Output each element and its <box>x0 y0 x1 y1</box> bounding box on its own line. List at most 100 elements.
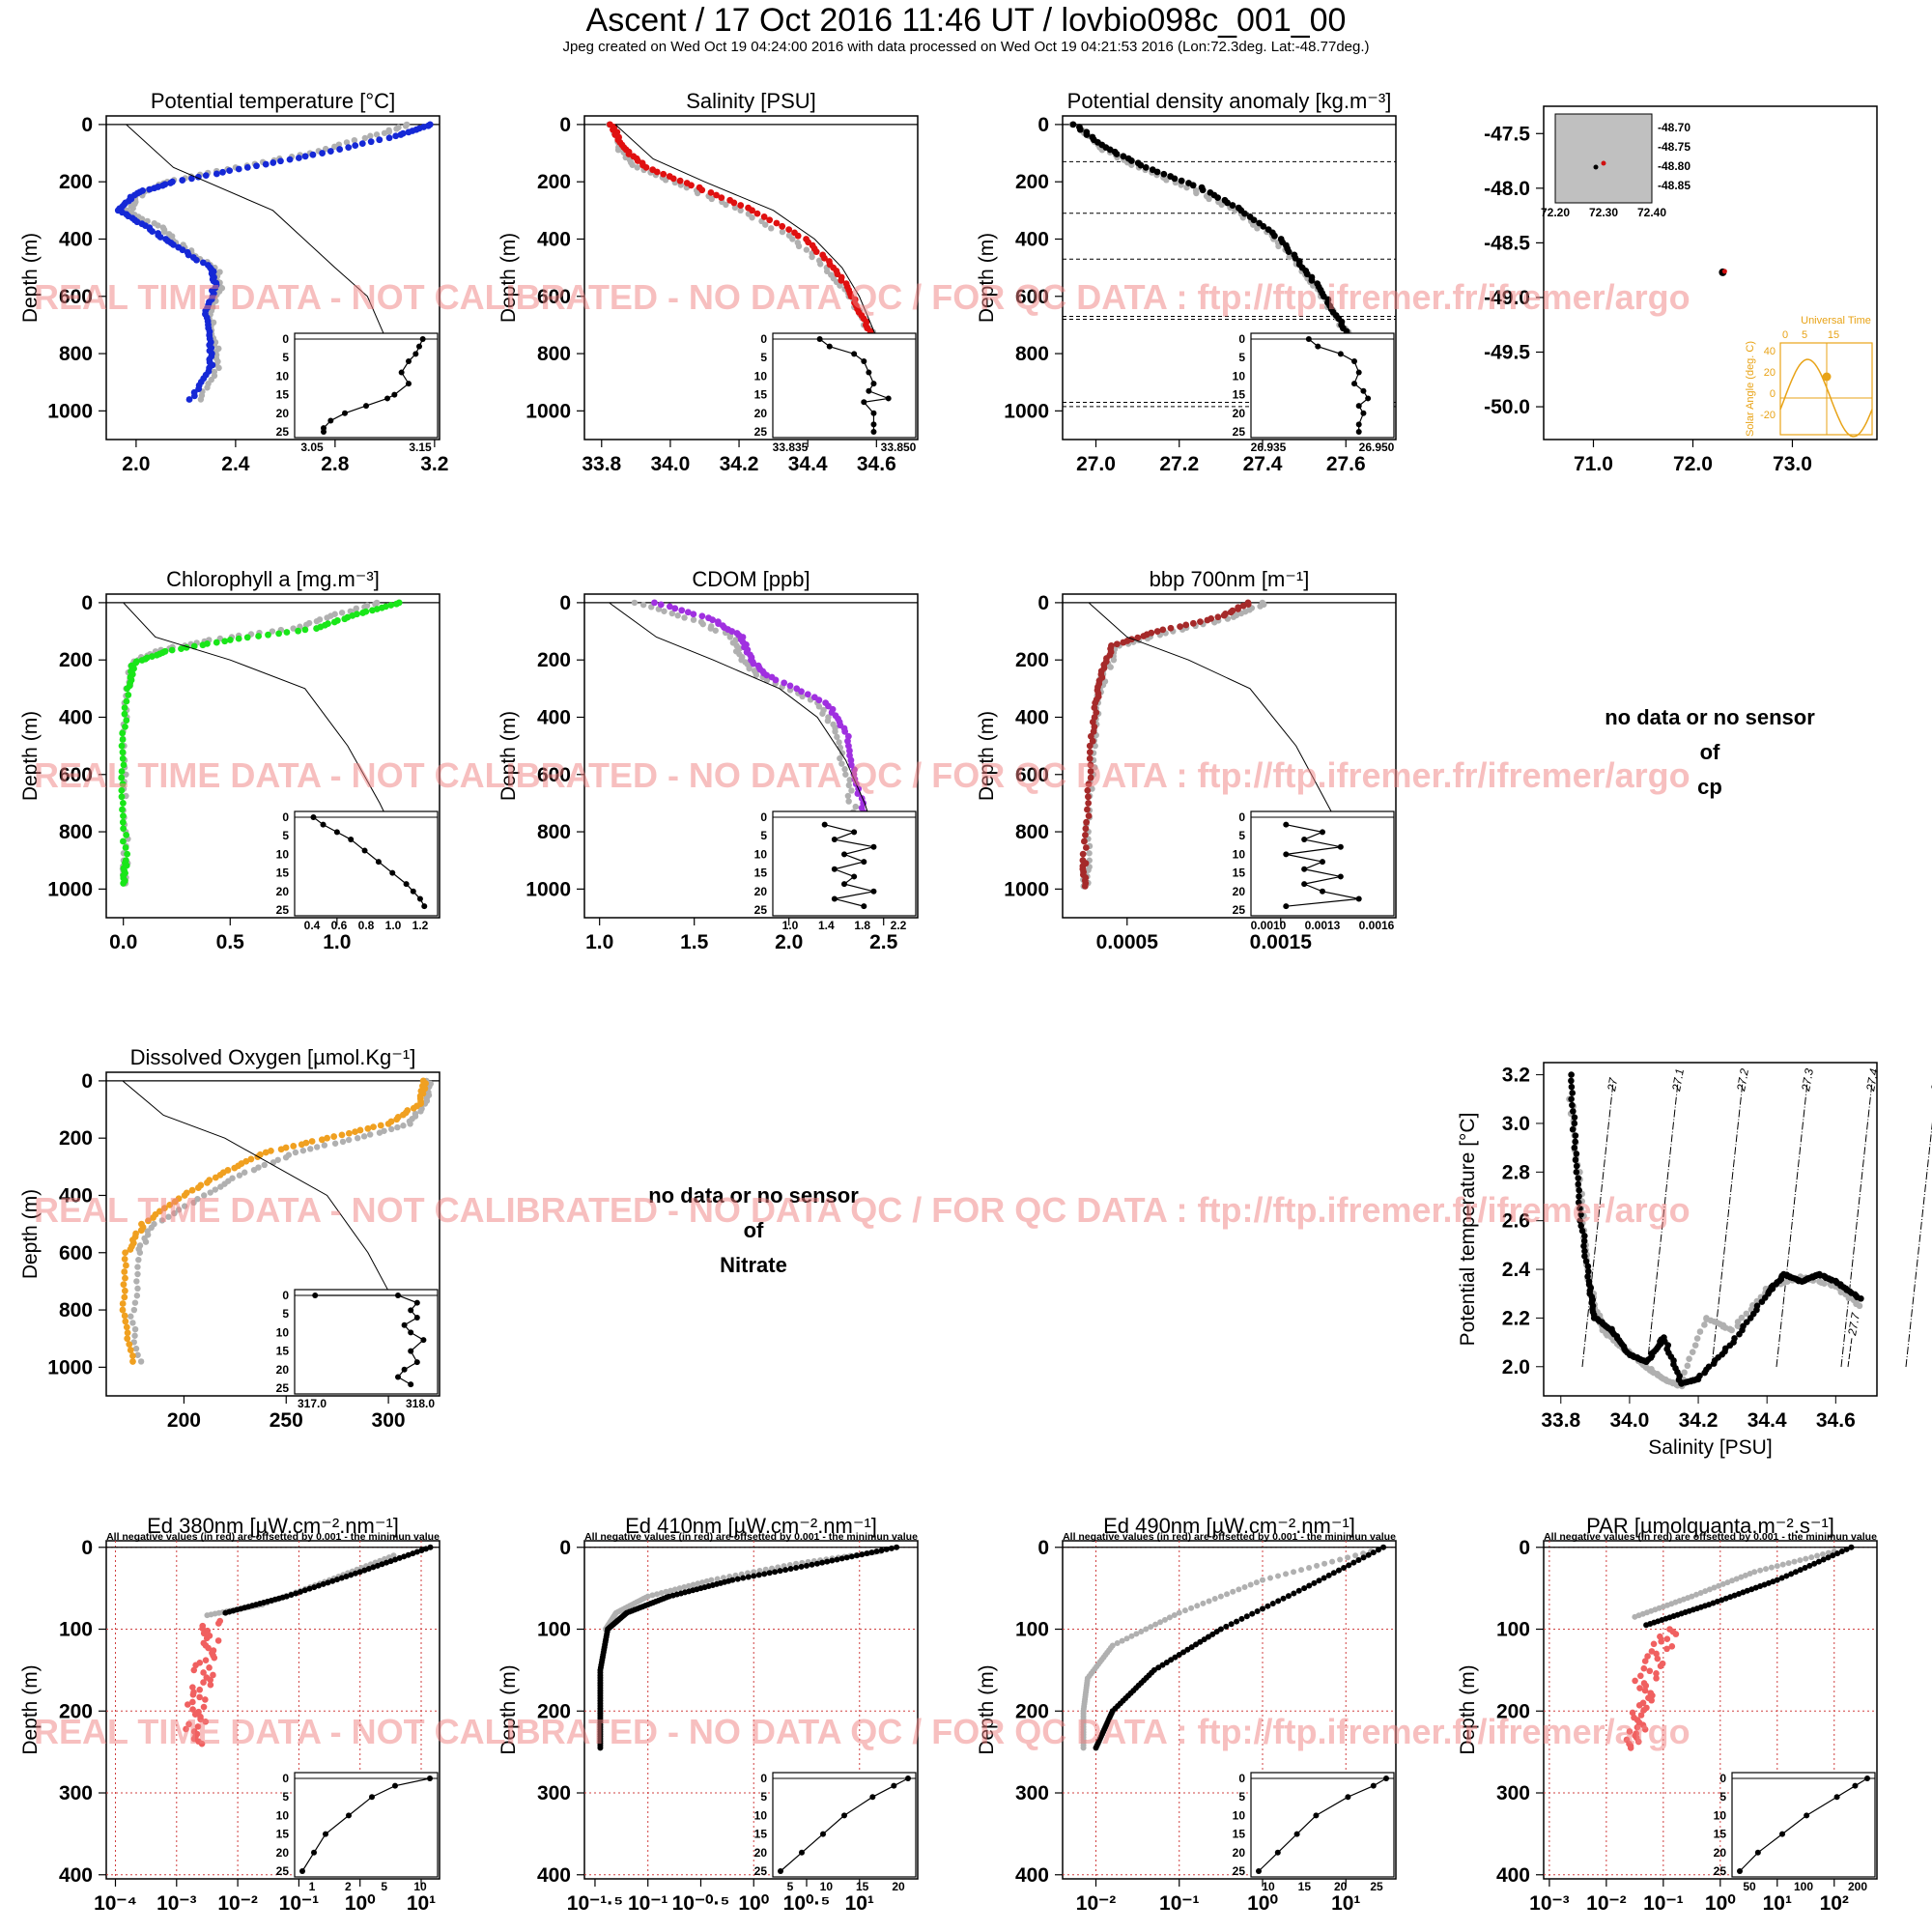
dens-plot-inset-ytick: 0 <box>1238 332 1245 346</box>
sun-inset-xtick: 15 <box>1828 329 1839 341</box>
cdom-plot-raw-point <box>841 766 848 773</box>
ed490-plot-data-point <box>1217 1626 1224 1633</box>
sal-plot-inset-ytick: 0 <box>760 332 767 346</box>
dens-plot-xtick-label: 27.0 <box>1076 453 1116 475</box>
dens-plot-inset-point <box>1351 381 1357 387</box>
cdom-plot-xtick-label: 2.0 <box>775 931 803 953</box>
map-zoom-ytick: -48.70 <box>1658 121 1690 134</box>
oxy-plot-raw-point <box>242 1169 248 1176</box>
ed410-plot-data-point <box>740 1575 747 1581</box>
oxy-plot-raw-point <box>136 1249 144 1256</box>
dens-plot-raw-point <box>1286 253 1293 261</box>
sal-plot-data-point <box>669 175 677 183</box>
dens-plot-data-point <box>1285 248 1293 256</box>
cdom-plot-raw-point <box>815 703 823 710</box>
cdom-plot-data-point <box>851 766 858 774</box>
temp-plot-inset-ytick: 15 <box>276 388 290 402</box>
chla-plot-data-point <box>235 635 242 642</box>
oxy-plot-inset-xtick: 317.0 <box>298 1397 327 1410</box>
ed380-plot-negative-point <box>197 1716 204 1723</box>
par-plot-ylabel: Depth (m) <box>1457 1664 1479 1754</box>
cdom-plot-raw-point <box>844 792 852 800</box>
oxy-plot-raw-point <box>142 1238 150 1245</box>
cdom-plot-raw-point <box>832 728 838 735</box>
ts-data-point <box>1573 1151 1580 1157</box>
ts-data-point <box>1568 1077 1575 1085</box>
chla-plot-data-point <box>119 754 127 762</box>
ed490-plot-raw-point <box>1345 1554 1351 1561</box>
ed410-plot-xtick-label: 10⁻¹ <box>628 1892 668 1915</box>
chla-plot-inset-point <box>421 903 428 910</box>
dens-plot-data-point <box>1241 210 1248 217</box>
temp-plot-inset-point <box>398 369 405 376</box>
ts-plot-frame <box>1543 1062 1878 1397</box>
oxy-plot-data-point <box>123 1262 129 1269</box>
ed380-plot-negative-point <box>198 1740 206 1747</box>
ed380-plot-data-point <box>427 1544 434 1550</box>
bbp-plot-data-point <box>1167 624 1175 632</box>
ed410-plot-inset-xtick: 5 <box>787 1880 794 1893</box>
ts-data-point <box>1580 1237 1588 1244</box>
par-plot-raw-point <box>1803 1555 1809 1562</box>
dens-plot-data-point <box>1142 163 1150 171</box>
ts-ytick-label: 2.0 <box>1502 1356 1530 1378</box>
ts-xtick-label: 33.8 <box>1541 1409 1580 1432</box>
ts-data-point <box>1576 1186 1582 1194</box>
chla-plot-xtick-label: 1.0 <box>323 931 351 953</box>
ed490-plot-inset-xtick: 10 <box>1262 1880 1275 1893</box>
par-plot-xtick-label: 10¹ <box>1763 1892 1792 1915</box>
temp-plot-raw-point <box>204 384 211 391</box>
ed380-plot-data-point <box>365 1566 372 1573</box>
oxy-plot-ytick-label: 600 <box>59 1242 93 1264</box>
oxy-plot-raw-point <box>417 1108 424 1115</box>
oxy-plot-data-point <box>171 1198 179 1206</box>
oxy-plot-data-point <box>121 1287 128 1294</box>
ed490-plot-data-point <box>1365 1551 1372 1558</box>
temp-plot-data-point <box>253 162 260 170</box>
ts-isopycnal-label: 27.4 <box>1863 1067 1881 1094</box>
ed380-plot-data-point <box>413 1548 420 1555</box>
map-zoom-inset <box>1554 113 1653 204</box>
sun-inset-xtick: 0 <box>1782 329 1788 341</box>
ts-data-point <box>1568 1071 1575 1078</box>
ed410-plot-ytick-label: 0 <box>559 1537 571 1559</box>
par-plot-raw-point <box>1729 1577 1736 1584</box>
ed410-plot-data-point <box>843 1554 850 1561</box>
dens-plot-ytick-label: 1000 <box>1004 400 1049 422</box>
bbp-plot-data-point <box>1085 812 1093 819</box>
ed410-plot-raw-point <box>685 1582 692 1589</box>
temp-plot-frame <box>105 115 440 440</box>
chla-plot-data-point <box>138 657 146 664</box>
figure-subtitle: Jpeg created on Wed Oct 19 04:24:00 2016… <box>562 39 1370 55</box>
sal-plot-inset-ytick: 5 <box>760 351 767 364</box>
ed410-plot-inset-point <box>799 1849 805 1856</box>
ed490-plot-data-point <box>1163 1659 1170 1665</box>
cdom-plot-raw-point <box>799 693 806 700</box>
bbp-plot-data-point <box>1244 601 1252 608</box>
ts-isopycnal-label: 27.7 <box>1845 1311 1862 1338</box>
oxy-plot-ytick-label: 0 <box>81 1070 93 1093</box>
ed410-plot-inset-point <box>778 1868 783 1874</box>
ed490-plot-inset-xtick: 15 <box>1298 1880 1312 1893</box>
dens-plot-raw-point <box>1254 225 1261 232</box>
sal-plot-raw-point <box>614 147 622 154</box>
ed490-plot-raw-point <box>1291 1569 1297 1576</box>
ed380-plot-ytick-label: 0 <box>81 1537 93 1559</box>
ed380-plot-negative-point <box>189 1691 197 1698</box>
bbp-plot-inset-point <box>1301 866 1308 872</box>
ed380-plot-data-point <box>401 1553 408 1560</box>
sal-plot-inset-point <box>851 351 858 357</box>
map-plot-ytick-label: -50.0 <box>1484 396 1530 418</box>
ed490-plot-inset-ytick: 20 <box>1233 1846 1246 1860</box>
ed380-plot-data-point <box>410 1550 416 1557</box>
oxy-plot-inset-point <box>408 1348 414 1354</box>
par-plot-raw-point <box>1692 1591 1699 1598</box>
ed490-plot-data-point <box>1311 1579 1318 1586</box>
ed490-plot-raw-point <box>1166 1614 1173 1621</box>
bbp-plot-raw-point <box>1110 656 1118 664</box>
ed490-plot-data-point <box>1159 1662 1166 1668</box>
ed380-plot-inset-ytick: 20 <box>276 1846 290 1860</box>
oxy-plot-raw-point <box>137 1358 145 1365</box>
oxy-plot-raw-point <box>345 1136 353 1144</box>
bbp-plot-ytick-label: 800 <box>1015 821 1049 843</box>
